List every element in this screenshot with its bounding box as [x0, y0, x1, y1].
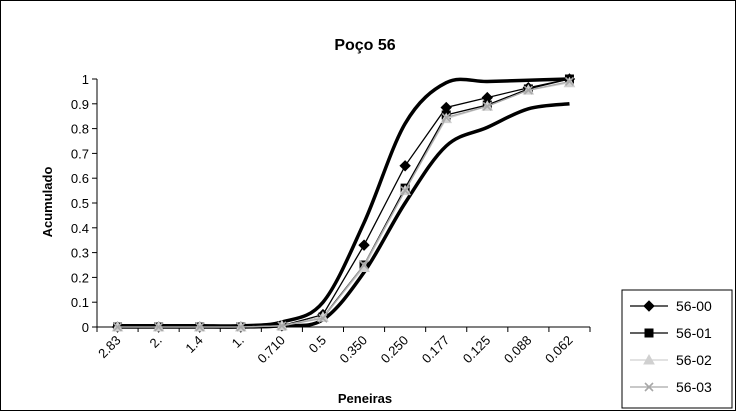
- y-tick-label: 0.5: [71, 196, 89, 211]
- data-point: [236, 322, 246, 332]
- data-point: [154, 322, 164, 332]
- y-tick-label: 0.8: [71, 122, 89, 137]
- legend-marker: [644, 328, 654, 338]
- legend-box: [621, 289, 733, 409]
- legend-marker: [643, 300, 655, 312]
- data-point: [523, 85, 533, 95]
- legend-item: 56-00: [630, 298, 712, 314]
- legend-item: 56-02: [630, 352, 712, 368]
- legend-label: 56-00: [676, 298, 712, 314]
- legend-item: 56-03: [630, 379, 712, 395]
- legend-item: 56-01: [630, 325, 712, 341]
- data-point: [400, 186, 410, 196]
- legend-label: 56-01: [676, 325, 712, 341]
- legend-label: 56-03: [676, 379, 712, 395]
- legend-label: 56-02: [676, 352, 712, 368]
- plot-area: [111, 73, 576, 333]
- data-point: [358, 239, 370, 251]
- y-tick-label: 0.6: [71, 171, 89, 186]
- data-point: [318, 313, 328, 323]
- legend-marker: [643, 353, 655, 365]
- y-tick-label: 0: [82, 320, 89, 335]
- y-tick-label: 0.1: [71, 295, 89, 310]
- data-point: [277, 321, 287, 331]
- data-point: [359, 260, 369, 270]
- data-point: [195, 322, 205, 332]
- series-56-03: [112, 76, 575, 332]
- x-axis-label: Peneiras: [338, 391, 392, 406]
- chart-title: Poço 56: [334, 37, 395, 54]
- data-point: [482, 101, 492, 111]
- y-axis-label: Acumulado: [40, 167, 55, 238]
- data-point: [399, 160, 411, 172]
- y-tick-label: 0.3: [71, 246, 89, 261]
- y-tick-label: 0.7: [71, 146, 89, 161]
- data-point: [441, 112, 451, 123]
- legend-marker: [644, 382, 654, 392]
- legend: 56-00 56-01 56-02 56-03: [621, 289, 733, 409]
- y-tick-label: 0.4: [71, 221, 89, 236]
- data-point: [112, 322, 123, 332]
- series-line: [117, 80, 570, 328]
- y-tick-label: 0.2: [71, 270, 89, 285]
- data-point: [564, 76, 575, 87]
- y-tick-label: 1: [82, 72, 89, 87]
- y-tick-label: 0.9: [71, 97, 89, 112]
